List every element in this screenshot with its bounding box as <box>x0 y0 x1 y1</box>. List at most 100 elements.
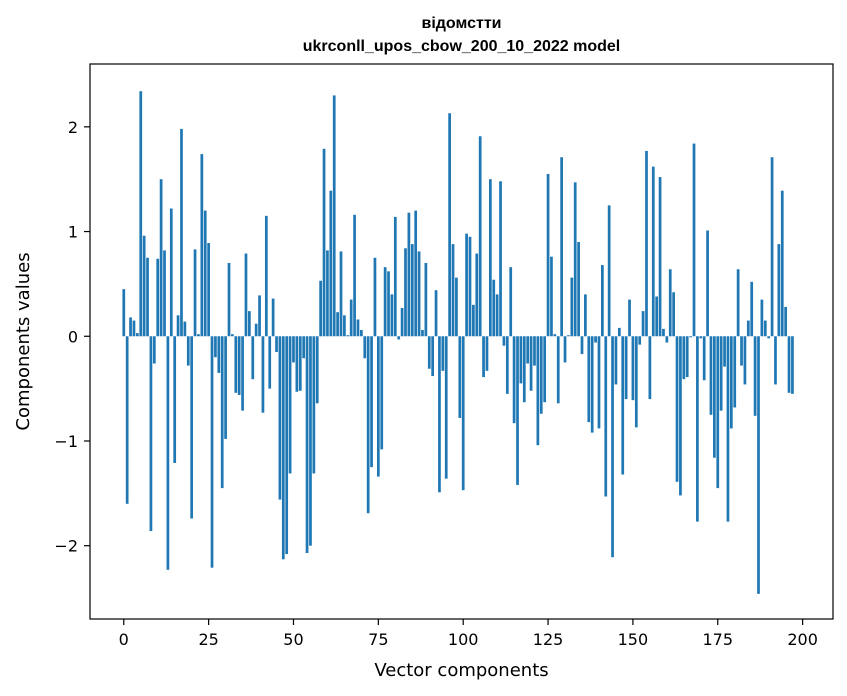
bar <box>132 320 136 337</box>
bar <box>404 248 407 337</box>
bar <box>302 336 306 359</box>
x-tick-label: 125 <box>533 630 564 649</box>
bar <box>200 154 204 337</box>
bar <box>719 336 723 411</box>
bar <box>516 336 519 485</box>
bar <box>570 277 574 337</box>
bar <box>298 336 302 391</box>
bar <box>183 321 187 337</box>
bar <box>370 336 373 468</box>
bar <box>655 296 659 337</box>
bar <box>458 336 462 418</box>
bar <box>696 336 699 522</box>
bar <box>356 319 360 337</box>
bar <box>152 336 156 364</box>
bar <box>780 190 784 337</box>
bar <box>376 336 380 477</box>
bar <box>417 251 421 337</box>
bar <box>393 216 397 337</box>
bar <box>539 336 543 414</box>
bar <box>373 257 377 337</box>
bar <box>251 336 255 380</box>
bar <box>176 315 180 337</box>
bar <box>512 336 516 424</box>
bar <box>248 311 251 337</box>
bar <box>641 311 645 337</box>
bar <box>322 148 326 337</box>
bar <box>763 320 767 337</box>
bar <box>733 336 737 408</box>
bar <box>617 327 621 337</box>
bar <box>645 150 648 337</box>
bar <box>156 258 160 337</box>
bar <box>492 279 496 337</box>
bar <box>621 336 625 475</box>
bar <box>543 336 547 403</box>
bar <box>224 336 227 439</box>
bar <box>662 328 665 337</box>
bar <box>546 173 550 337</box>
bar <box>241 336 244 411</box>
bar <box>125 336 129 504</box>
bar <box>397 336 401 340</box>
bar <box>441 336 445 371</box>
bar <box>139 91 143 337</box>
bar <box>292 336 295 363</box>
bar <box>146 257 149 337</box>
bar <box>275 336 278 352</box>
bar <box>444 336 448 479</box>
bar <box>203 210 207 337</box>
bar <box>604 336 608 497</box>
bar <box>434 290 438 337</box>
bar <box>658 177 662 337</box>
x-axis-ticks: 0 25 50 75 100 125 150 175 200 <box>119 619 818 649</box>
bar <box>757 336 760 594</box>
y-tick-label: −1 <box>54 432 78 451</box>
bar <box>597 336 601 429</box>
x-tick-label: 50 <box>283 630 303 649</box>
bar <box>319 280 322 337</box>
bar <box>455 277 458 337</box>
bar <box>281 336 285 560</box>
bar <box>472 304 475 337</box>
bar <box>567 335 570 337</box>
bar <box>366 336 370 514</box>
bar <box>149 336 153 532</box>
bar <box>777 244 781 337</box>
x-axis-label: Vector components <box>374 660 548 681</box>
bar <box>353 214 356 337</box>
bar <box>220 336 224 489</box>
bar <box>723 336 726 367</box>
bar <box>587 336 591 423</box>
bar <box>414 210 418 337</box>
bar <box>278 336 282 500</box>
bar <box>648 336 652 400</box>
bar <box>577 242 580 337</box>
bar <box>638 336 642 345</box>
bar <box>509 267 513 337</box>
bar <box>173 336 177 463</box>
bar <box>207 243 210 337</box>
bar <box>736 269 740 337</box>
bar <box>672 292 675 337</box>
y-tick-label: −2 <box>54 537 78 556</box>
bar <box>461 336 465 491</box>
bar <box>499 181 502 337</box>
bar <box>190 336 194 519</box>
bar <box>254 323 258 337</box>
bar <box>349 299 353 337</box>
bar <box>159 179 163 337</box>
bar <box>465 233 468 337</box>
x-tick-label: 100 <box>448 630 479 649</box>
bar <box>536 336 540 446</box>
x-tick-label: 75 <box>368 630 388 649</box>
bar <box>675 336 679 482</box>
bar <box>169 208 173 337</box>
bar <box>383 267 387 337</box>
bar <box>329 190 333 337</box>
bar <box>726 336 730 522</box>
bar <box>180 128 183 337</box>
bar <box>631 336 635 401</box>
bar <box>186 336 190 366</box>
